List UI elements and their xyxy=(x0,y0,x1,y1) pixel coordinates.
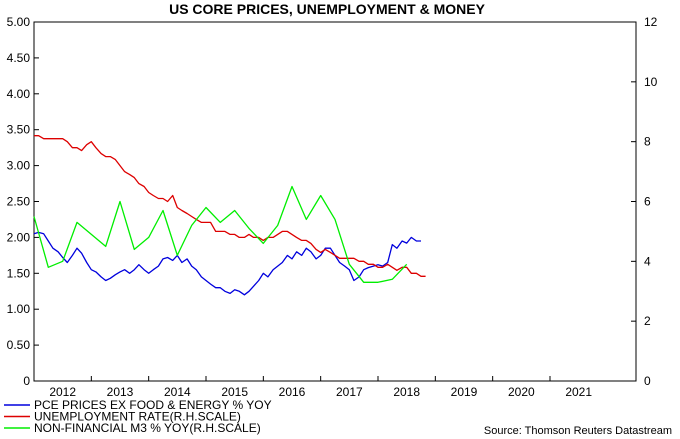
left-tick-label: 4.00 xyxy=(7,87,31,101)
x-axis-ticks: 2012 2013 2014 2015 2016 2017 2018 2019 2020 2021 xyxy=(33,376,592,399)
right-tick-label: 10 xyxy=(644,75,658,89)
left-axis-ticks: 0 0.50 1.00 1.50 2.00 2.50 3.00 3.50 4.00 4.50 5.0… xyxy=(7,15,39,388)
x-tick-label: 2019 xyxy=(451,385,478,399)
x-tick-label: 2013 xyxy=(107,385,134,399)
left-tick-label: 5.00 xyxy=(7,15,31,29)
series-line-1 xyxy=(33,231,421,296)
legend-label: NON-FINANCIAL M3 % YOY(R.H.SCALE) xyxy=(34,421,261,435)
legend: PCE PRICES EX FOOD & ENERGY % YOYUNEMPLO… xyxy=(4,398,272,435)
right-tick-label: 0 xyxy=(644,374,651,388)
x-tick-label: 2016 xyxy=(279,385,306,399)
series-line-2 xyxy=(34,135,426,277)
left-tick-label: 3.50 xyxy=(7,123,31,137)
left-tick-label: 1.50 xyxy=(7,266,31,280)
left-tick-label: 1.00 xyxy=(7,302,31,316)
x-tick-label: 2012 xyxy=(49,385,76,399)
series-lines xyxy=(33,135,426,296)
left-tick-label: 2.50 xyxy=(7,195,31,209)
left-tick-label: 0.50 xyxy=(7,338,31,352)
right-tick-label: 4 xyxy=(644,254,651,268)
x-tick-label: 2021 xyxy=(565,385,592,399)
right-tick-label: 2 xyxy=(644,314,651,328)
x-tick-label: 2020 xyxy=(508,385,535,399)
left-tick-label: 2.00 xyxy=(7,230,31,244)
left-tick-label: 0 xyxy=(23,374,30,388)
legend-label: PCE PRICES EX FOOD & ENERGY % YOY xyxy=(34,398,272,412)
x-tick-label: 2015 xyxy=(221,385,248,399)
legend-label: UNEMPLOYMENT RATE(R.H.SCALE) xyxy=(34,410,241,424)
right-tick-label: 12 xyxy=(644,15,658,29)
x-tick-label: 2018 xyxy=(393,385,420,399)
right-axis-ticks: 0 2 4 6 8 10 12 xyxy=(631,15,658,388)
left-tick-label: 3.00 xyxy=(7,159,31,173)
x-tick-label: 2014 xyxy=(164,385,191,399)
source-note: Source: Thomson Reuters Datastream xyxy=(484,425,672,437)
chart-title: US CORE PRICES, UNEMPLOYMENT & MONEY xyxy=(169,1,485,17)
right-tick-label: 6 xyxy=(644,195,651,209)
plot-area xyxy=(33,21,637,382)
series-line-3 xyxy=(33,185,408,283)
left-tick-label: 4.50 xyxy=(7,51,31,65)
right-tick-label: 8 xyxy=(644,135,651,149)
x-tick-label: 2017 xyxy=(336,385,363,399)
